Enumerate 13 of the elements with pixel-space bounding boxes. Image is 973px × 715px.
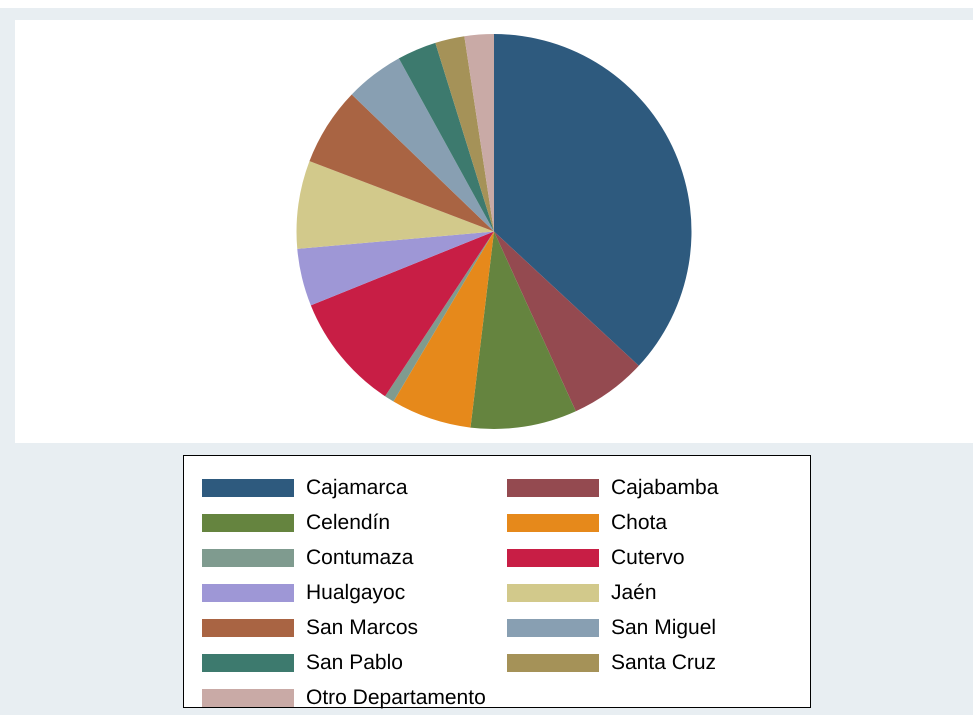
legend-label: Celendín <box>306 510 390 534</box>
legend-label: San Pablo <box>306 650 403 674</box>
legend-label: Cajamarca <box>306 476 408 500</box>
legend-label: San Miguel <box>611 616 716 640</box>
legend-label: Contumaza <box>306 546 414 570</box>
legend-label: Santa Cruz <box>611 650 716 674</box>
legend-label: San Marcos <box>306 616 418 640</box>
legend-label: Cutervo <box>611 546 685 570</box>
legend-label: Hualgayoc <box>306 580 406 604</box>
legend-label: Chota <box>611 510 668 534</box>
legend-label: Jaén <box>611 580 657 604</box>
legend-label: Otro Departamento <box>306 686 486 710</box>
legend-label: Cajabamba <box>611 476 718 500</box>
